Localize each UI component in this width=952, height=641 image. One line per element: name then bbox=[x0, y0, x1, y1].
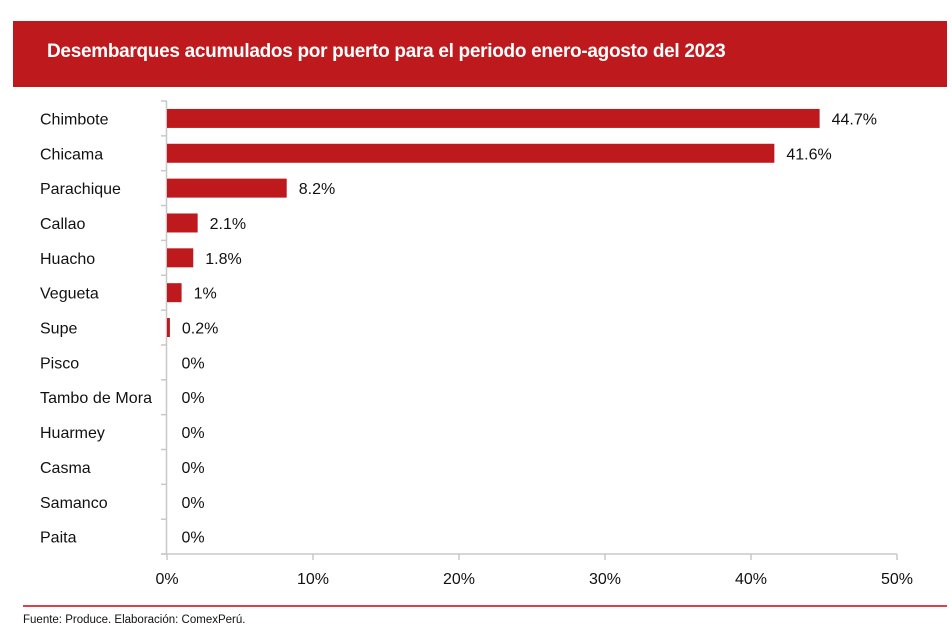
bar bbox=[167, 318, 170, 338]
x-tick-label: 40% bbox=[735, 571, 767, 588]
value-labels: 44.7% 41.6% 8.2% 2.1% 1.8% 1% 0.2% 0% 0% 0% 0% 0% 0% bbox=[182, 111, 877, 546]
bar bbox=[167, 108, 820, 128]
category-label: Callao bbox=[40, 216, 85, 233]
category-label: Casma bbox=[40, 460, 91, 477]
title-bar: Desembarques acumulados por puerto para … bbox=[13, 21, 947, 87]
chart-title: Desembarques acumulados por puerto para … bbox=[47, 41, 726, 62]
category-label: Huacho bbox=[40, 251, 95, 268]
category-label: Parachique bbox=[40, 181, 121, 198]
x-tick-labels: 0% 10% 20% 30% 40% 50% bbox=[155, 571, 913, 588]
category-label: Pisco bbox=[40, 355, 79, 372]
value-label: 0.2% bbox=[182, 321, 218, 338]
category-label: Vegueta bbox=[40, 286, 99, 303]
bar bbox=[167, 283, 182, 303]
category-labels: Chimbote Chicama Parachique Callao Huacho Veg… bbox=[40, 111, 152, 546]
value-label: 8.2% bbox=[299, 181, 335, 198]
value-label: 0% bbox=[182, 355, 205, 372]
bar bbox=[167, 248, 194, 268]
bar bbox=[167, 178, 287, 198]
value-label: 0% bbox=[182, 425, 205, 442]
x-tick-label: 30% bbox=[589, 571, 621, 588]
value-label: 0% bbox=[182, 495, 205, 512]
footer-divider bbox=[23, 605, 947, 607]
bar bbox=[167, 213, 198, 233]
category-label: Samanco bbox=[40, 495, 108, 512]
category-label: Tambo de Mora bbox=[40, 390, 152, 407]
category-label: Chimbote bbox=[40, 111, 109, 128]
x-tick-label: 0% bbox=[155, 571, 178, 588]
axes bbox=[161, 100, 898, 561]
category-label: Huarmey bbox=[40, 425, 105, 442]
x-tick-label: 10% bbox=[297, 571, 329, 588]
x-tick-label: 20% bbox=[443, 571, 475, 588]
value-label: 0% bbox=[182, 460, 205, 477]
value-label: 1.8% bbox=[205, 251, 241, 268]
category-label: Chicama bbox=[40, 146, 103, 163]
value-label: 41.6% bbox=[786, 146, 831, 163]
bars bbox=[167, 108, 820, 338]
category-label: Paita bbox=[40, 530, 77, 547]
bar bbox=[167, 143, 775, 163]
value-label: 44.7% bbox=[832, 111, 877, 128]
x-tick-label: 50% bbox=[881, 571, 913, 588]
value-label: 1% bbox=[194, 286, 217, 303]
category-label: Supe bbox=[40, 321, 77, 338]
source-note: Fuente: Produce. Elaboración: ComexPerú. bbox=[23, 614, 246, 626]
value-label: 0% bbox=[182, 390, 205, 407]
value-label: 2.1% bbox=[210, 216, 246, 233]
value-label: 0% bbox=[182, 530, 205, 547]
